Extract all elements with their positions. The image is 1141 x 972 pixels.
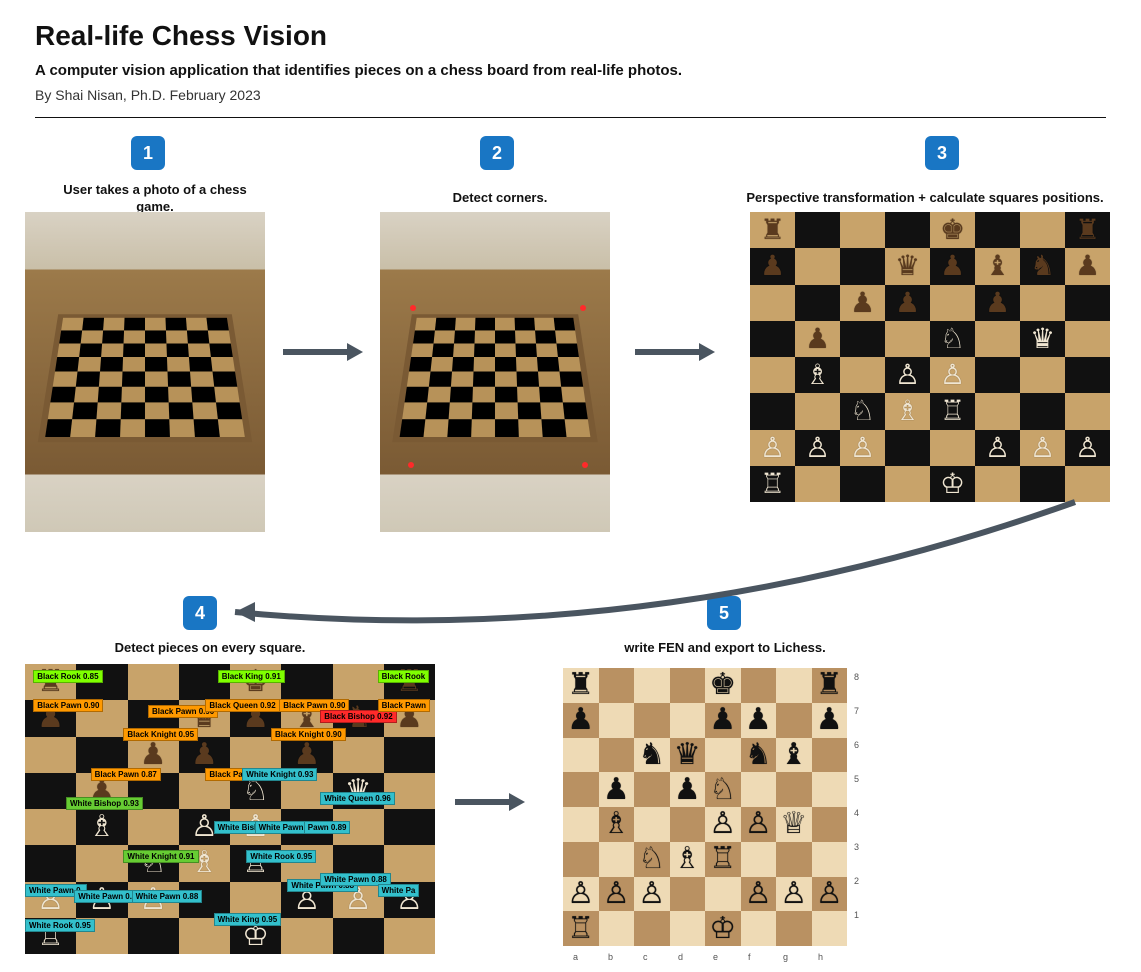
byline: By Shai Nisan, Ph.D. February 2023 [35, 87, 1106, 109]
file-label: e [713, 952, 718, 962]
file-label: d [678, 952, 683, 962]
file-label: g [783, 952, 788, 962]
page-subtitle: A computer vision application that ident… [35, 62, 1106, 79]
page-title: Real-life Chess Vision [35, 20, 1106, 52]
file-label: b [608, 952, 613, 962]
file-label: c [643, 952, 648, 962]
arrow-curve-icon [35, 132, 1106, 952]
file-label: f [748, 952, 751, 962]
flow-canvas: 1User takes a photo of a chess game.2Det… [35, 132, 1106, 952]
header-divider [35, 117, 1106, 118]
header: Real-life Chess Vision A computer vision… [35, 20, 1106, 109]
file-label: a [573, 952, 578, 962]
file-label: h [818, 952, 823, 962]
